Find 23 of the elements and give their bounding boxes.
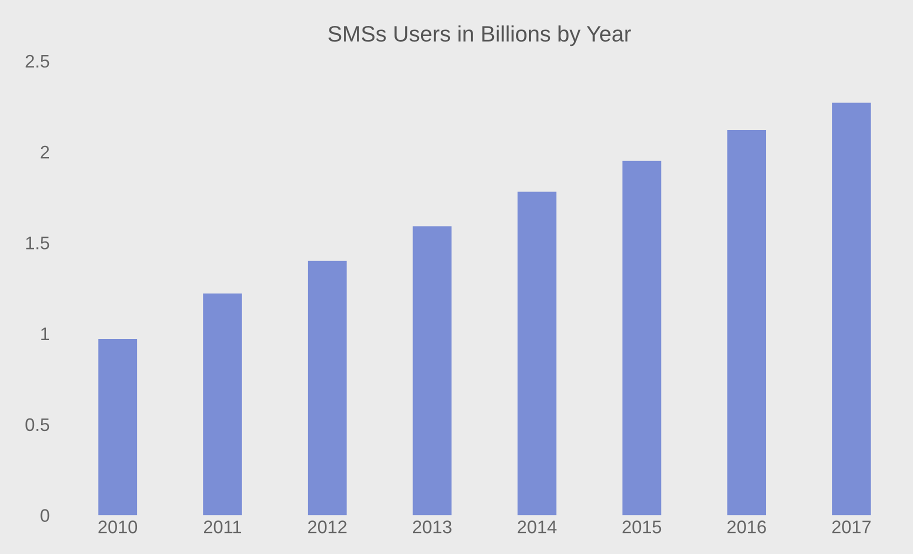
bar	[727, 130, 766, 516]
x-tick-label: 2013	[412, 520, 452, 534]
bar	[98, 338, 138, 516]
bar	[412, 226, 452, 516]
x-tick-label: 2012	[308, 520, 347, 534]
bar	[308, 260, 347, 516]
x-tick-label: 2017	[832, 520, 871, 534]
x-tick-label: 2016	[727, 520, 766, 534]
y-tick-label: 1	[41, 328, 50, 340]
x-tick-label: 2014	[518, 520, 557, 534]
y-tick-label: 0.5	[26, 418, 50, 432]
bar	[203, 294, 242, 516]
x-tick-label: 2010	[98, 520, 138, 534]
y-tick-label: 2.5	[26, 54, 50, 68]
bar	[832, 102, 871, 516]
y-tick-label: 0	[40, 509, 50, 522]
y-tick-label: 1.5	[26, 236, 50, 250]
bar	[622, 160, 662, 516]
bar	[518, 192, 556, 516]
y-tick-label: 2	[40, 146, 50, 158]
x-tick-label: 2011	[204, 520, 242, 534]
x-tick-label: 2015	[622, 520, 662, 534]
chart-title: SMSs Users in Billions by Year	[328, 25, 631, 46]
